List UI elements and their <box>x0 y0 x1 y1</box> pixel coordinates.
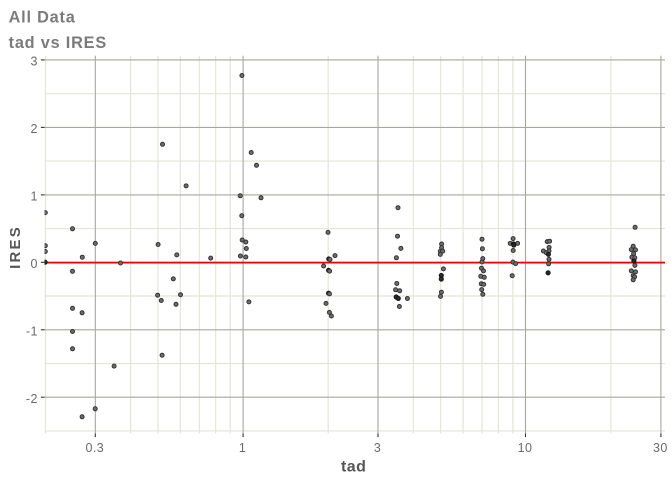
svg-text:1: 1 <box>239 441 246 455</box>
svg-text:2: 2 <box>30 122 37 136</box>
svg-text:3: 3 <box>30 55 37 69</box>
svg-text:-2: -2 <box>26 392 38 406</box>
svg-text:10: 10 <box>518 441 533 455</box>
svg-text:3: 3 <box>374 441 381 455</box>
svg-text:IRES: IRES <box>7 225 24 269</box>
svg-text:0: 0 <box>30 257 37 271</box>
svg-text:0.3: 0.3 <box>86 441 105 455</box>
svg-text:-1: -1 <box>26 324 38 338</box>
svg-text:30: 30 <box>653 441 668 455</box>
svg-text:All Data: All Data <box>9 9 76 27</box>
svg-text:tad: tad <box>341 459 367 476</box>
svg-text:1: 1 <box>30 190 37 204</box>
svg-text:tad vs IRES: tad vs IRES <box>9 34 107 52</box>
